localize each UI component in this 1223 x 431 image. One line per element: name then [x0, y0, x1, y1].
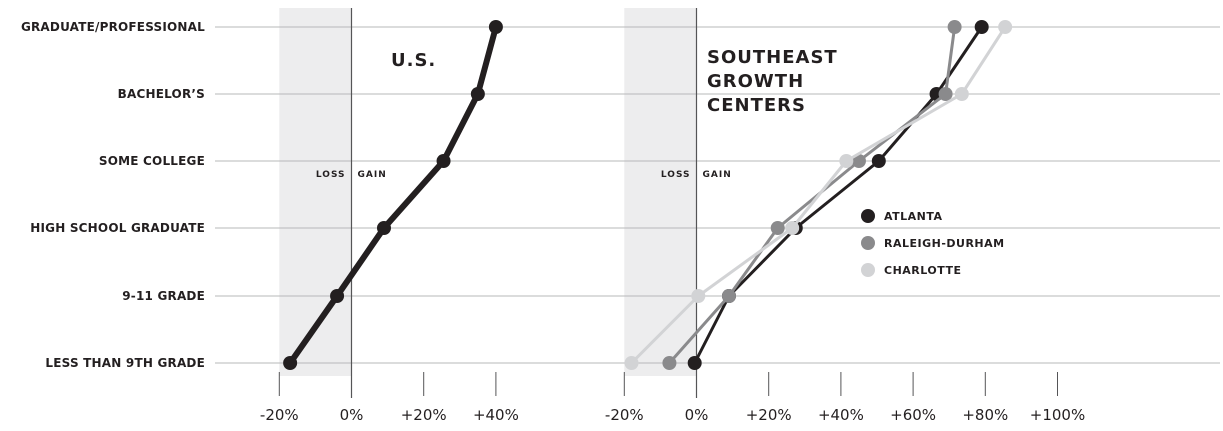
category-label: GRADUATE/PROFESSIONAL	[21, 20, 205, 34]
x-tick-label: +20%	[746, 406, 792, 424]
data-point	[376, 221, 391, 235]
legend-label: RALEIGH-DURHAM	[884, 237, 1005, 250]
gain-label: GAIN	[358, 170, 387, 180]
data-point	[624, 356, 639, 370]
series-line	[287, 24, 499, 366]
panel-title: CENTERS	[707, 95, 806, 116]
data-point	[662, 356, 677, 370]
data-point	[938, 87, 953, 101]
data-point	[770, 221, 785, 235]
data-point	[785, 221, 800, 235]
x-tick-label: +60%	[890, 406, 936, 424]
x-tick-label: +40%	[473, 406, 519, 424]
loss-region	[624, 8, 697, 376]
data-point	[998, 20, 1013, 34]
loss-label: LOSS	[316, 170, 346, 180]
legend-label: ATLANTA	[884, 210, 943, 223]
panel-title: GROWTH	[707, 71, 804, 92]
legend-marker	[861, 236, 875, 250]
category-label: HIGH SCHOOL GRADUATE	[30, 221, 205, 235]
data-point	[974, 20, 989, 34]
x-tick-label: 0%	[340, 406, 364, 424]
panel-title: SOUTHEAST	[707, 47, 838, 68]
x-tick-label: +40%	[818, 406, 864, 424]
data-point	[470, 87, 485, 101]
legend-marker	[861, 209, 875, 223]
x-tick-label: -20%	[260, 406, 299, 424]
gain-label: GAIN	[703, 170, 732, 180]
category-label: SOME COLLEGE	[99, 154, 205, 168]
data-point	[330, 289, 345, 303]
data-point	[721, 289, 736, 303]
legend-marker	[861, 263, 875, 277]
data-point	[691, 289, 706, 303]
data-point	[488, 20, 503, 34]
data-point	[954, 87, 969, 101]
data-point	[436, 154, 451, 168]
data-point	[283, 356, 298, 370]
x-tick-label: +100%	[1030, 406, 1085, 424]
legend-label: CHARLOTTE	[884, 264, 962, 277]
series-line	[693, 25, 984, 365]
x-tick-label: -20%	[605, 406, 644, 424]
series-line	[630, 25, 1007, 365]
category-label: LESS THAN 9TH GRADE	[45, 356, 205, 370]
data-point	[871, 154, 886, 168]
panel-title: U.S.	[391, 50, 436, 71]
loss-region	[279, 8, 352, 376]
category-label: 9-11 GRADE	[122, 289, 205, 303]
x-tick-label: 0%	[685, 406, 709, 424]
data-point	[687, 356, 702, 370]
x-tick-label: +80%	[962, 406, 1008, 424]
loss-label: LOSS	[661, 170, 691, 180]
data-point	[947, 20, 962, 34]
x-tick-label: +20%	[401, 406, 447, 424]
data-point	[851, 154, 866, 168]
data-point	[839, 154, 854, 168]
category-label: BACHELOR’S	[118, 87, 205, 101]
